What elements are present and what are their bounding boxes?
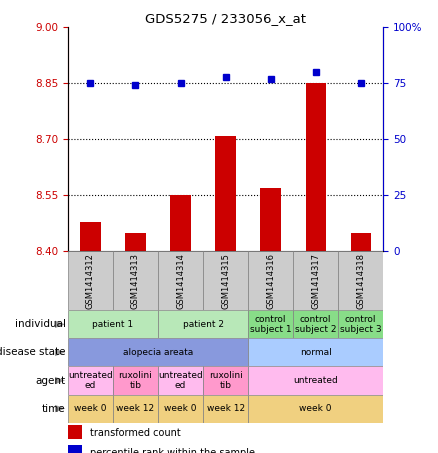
FancyBboxPatch shape — [248, 251, 293, 310]
Text: GSM1414314: GSM1414314 — [176, 253, 185, 309]
FancyBboxPatch shape — [248, 310, 293, 338]
FancyBboxPatch shape — [113, 251, 158, 310]
FancyBboxPatch shape — [338, 310, 383, 338]
Text: alopecia areata: alopecia areata — [123, 348, 193, 357]
Text: ruxolini
tib: ruxolini tib — [119, 371, 152, 390]
FancyBboxPatch shape — [68, 338, 248, 366]
FancyBboxPatch shape — [248, 366, 383, 395]
FancyBboxPatch shape — [203, 251, 248, 310]
Text: individual: individual — [15, 319, 66, 329]
FancyBboxPatch shape — [248, 395, 383, 423]
Text: untreated
ed: untreated ed — [68, 371, 113, 390]
Text: time: time — [42, 404, 66, 414]
FancyBboxPatch shape — [158, 251, 203, 310]
Text: control
subject 1: control subject 1 — [250, 315, 291, 334]
FancyBboxPatch shape — [68, 251, 113, 310]
Text: week 0: week 0 — [164, 404, 197, 413]
Bar — [80, 222, 101, 251]
FancyBboxPatch shape — [158, 395, 203, 423]
Bar — [125, 233, 145, 251]
Text: GSM1414315: GSM1414315 — [221, 253, 230, 309]
Bar — [215, 135, 236, 251]
FancyBboxPatch shape — [203, 366, 248, 395]
Text: week 12: week 12 — [117, 404, 155, 413]
Polygon shape — [55, 405, 65, 412]
Text: week 0: week 0 — [74, 404, 107, 413]
FancyBboxPatch shape — [158, 366, 203, 395]
Text: untreated: untreated — [293, 376, 338, 385]
Text: untreated
ed: untreated ed — [158, 371, 203, 390]
Text: normal: normal — [300, 348, 332, 357]
Text: GSM1414312: GSM1414312 — [86, 253, 95, 309]
Polygon shape — [55, 349, 65, 356]
Text: agent: agent — [35, 376, 66, 386]
FancyBboxPatch shape — [338, 251, 383, 310]
Text: week 12: week 12 — [206, 404, 245, 413]
Text: week 0: week 0 — [300, 404, 332, 413]
Text: GSM1414313: GSM1414313 — [131, 253, 140, 309]
Polygon shape — [55, 321, 65, 328]
Bar — [68, 425, 82, 439]
FancyBboxPatch shape — [68, 366, 113, 395]
FancyBboxPatch shape — [68, 395, 113, 423]
FancyBboxPatch shape — [68, 310, 158, 338]
FancyBboxPatch shape — [203, 395, 248, 423]
Bar — [306, 83, 326, 251]
Text: percentile rank within the sample: percentile rank within the sample — [90, 448, 255, 453]
FancyBboxPatch shape — [113, 395, 158, 423]
Polygon shape — [55, 377, 65, 384]
FancyBboxPatch shape — [158, 310, 248, 338]
Bar — [170, 195, 191, 251]
Bar — [261, 188, 281, 251]
Text: disease state: disease state — [0, 347, 66, 357]
Title: GDS5275 / 233056_x_at: GDS5275 / 233056_x_at — [145, 12, 306, 24]
Text: control
subject 3: control subject 3 — [340, 315, 381, 334]
Text: patient 2: patient 2 — [183, 320, 223, 329]
Bar — [68, 445, 82, 453]
Text: GSM1414316: GSM1414316 — [266, 253, 275, 309]
Text: GSM1414318: GSM1414318 — [356, 253, 365, 309]
Text: GSM1414317: GSM1414317 — [311, 253, 320, 309]
Text: transformed count: transformed count — [90, 428, 181, 438]
Bar — [350, 233, 371, 251]
Text: ruxolini
tib: ruxolini tib — [208, 371, 243, 390]
FancyBboxPatch shape — [248, 338, 383, 366]
Text: control
subject 2: control subject 2 — [295, 315, 336, 334]
FancyBboxPatch shape — [293, 251, 338, 310]
FancyBboxPatch shape — [113, 366, 158, 395]
Text: patient 1: patient 1 — [92, 320, 134, 329]
FancyBboxPatch shape — [293, 310, 338, 338]
